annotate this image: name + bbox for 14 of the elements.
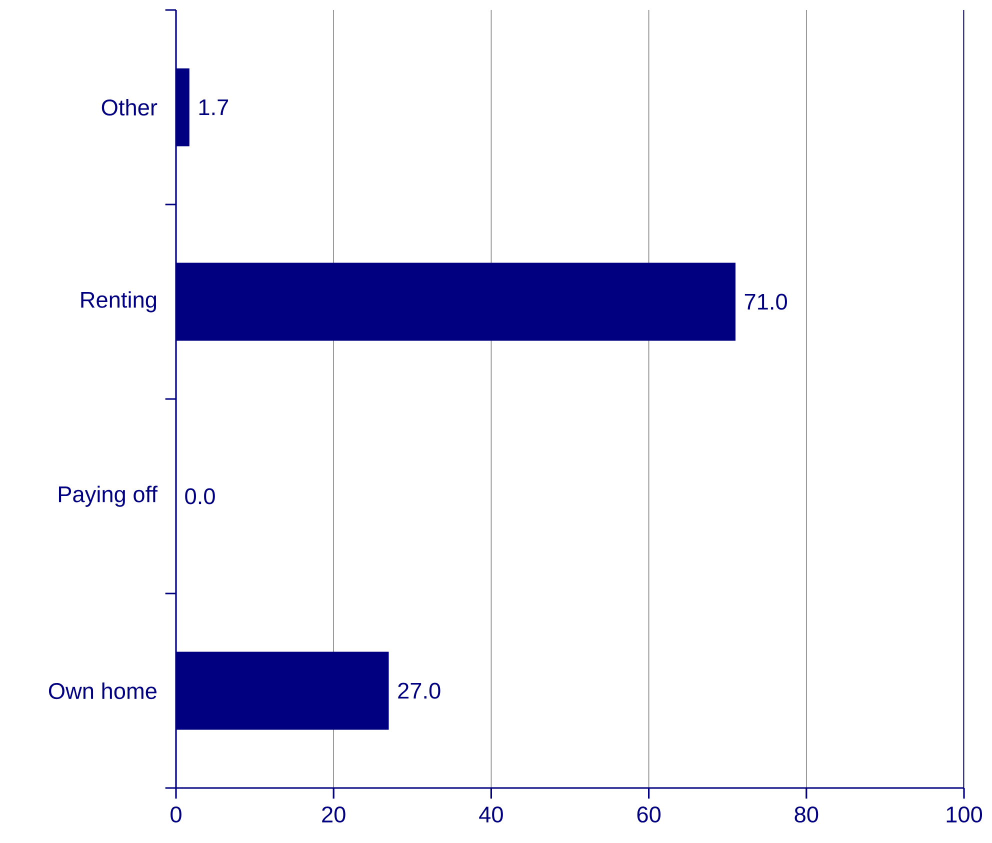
y-tick-label: Own home bbox=[48, 682, 156, 700]
x-tick-label: 60 bbox=[637, 806, 661, 823]
x-tick-label: 0 bbox=[170, 806, 182, 823]
x-tick-label: 100 bbox=[946, 806, 982, 823]
data-label: 27.0 bbox=[398, 682, 440, 699]
data-label: 0.0 bbox=[185, 488, 215, 504]
data-label: 1.7 bbox=[199, 99, 228, 116]
y-tick-label: Renting bbox=[81, 291, 156, 312]
data-label: 71.0 bbox=[744, 294, 787, 310]
x-tick-label: 40 bbox=[479, 806, 503, 823]
x-tick-label: 80 bbox=[794, 806, 818, 823]
y-tick-label: Paying off bbox=[58, 486, 158, 507]
y-tick-label: Other bbox=[102, 98, 158, 116]
x-tick-label: 20 bbox=[322, 806, 346, 823]
